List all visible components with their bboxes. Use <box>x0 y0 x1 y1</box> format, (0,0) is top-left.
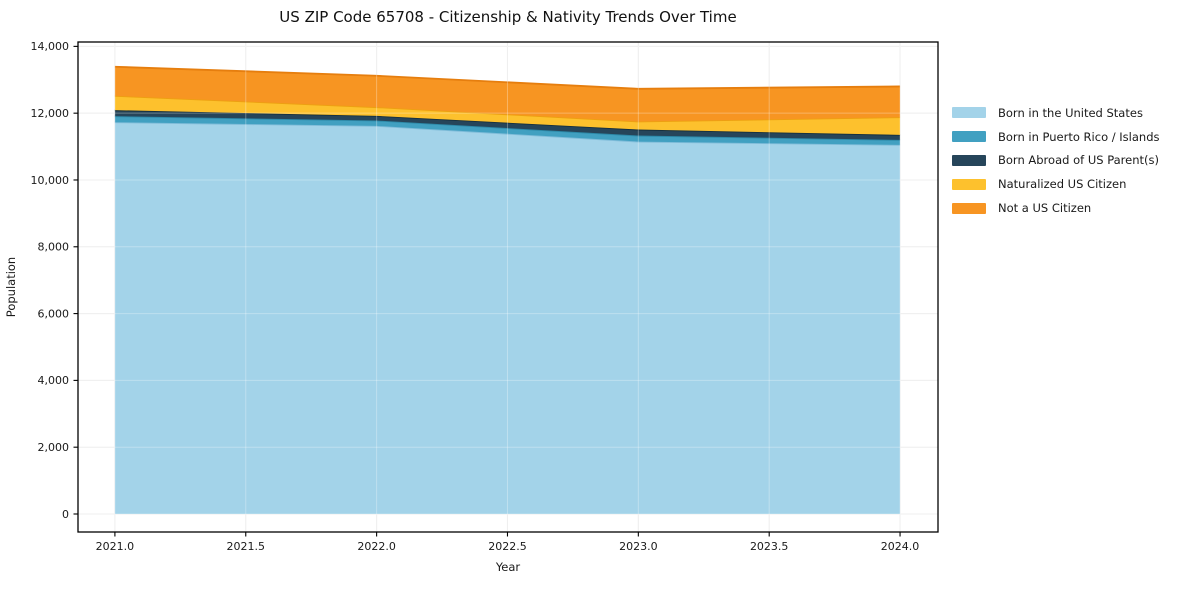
legend-label: Not a US Citizen <box>998 201 1092 216</box>
y-tick-label: 0 <box>62 508 69 521</box>
x-tick-label: 2023.0 <box>619 540 658 553</box>
stacked-areas <box>114 65 901 514</box>
area-born-abroad-of-us-parent-s <box>114 110 901 140</box>
x-tick-label: 2022.0 <box>357 540 396 553</box>
y-tick-label: 12,000 <box>31 107 70 120</box>
legend-item: Naturalized US Citizen <box>952 172 1160 196</box>
area-edge-not-a-us-citizen <box>114 65 901 90</box>
legend-swatch <box>952 202 986 214</box>
legend-label: Born Abroad of US Parent(s) <box>998 153 1159 168</box>
x-tick-label: 2024.0 <box>881 540 920 553</box>
x-tick-label: 2021.0 <box>96 540 135 553</box>
axis-ticks-and-labels: 2021.0 2021.5 2022.0 2022.5 2023.0 2023.5 2024… <box>31 40 920 553</box>
legend-item: Born in the United States <box>952 101 1160 125</box>
area-born-in-puerto-rico-islands <box>114 116 901 145</box>
legend-item: Not a US Citizen <box>952 196 1160 220</box>
area-not-a-us-citizen <box>114 66 901 122</box>
x-tick-label: 2021.5 <box>227 540 266 553</box>
legend-item: Born in Puerto Rico / Islands <box>952 125 1160 149</box>
area-born-in-the-united-states <box>114 122 901 514</box>
legend: Born in the United States Born in Puerto … <box>952 101 1160 220</box>
y-tick-label: 6,000 <box>38 307 70 320</box>
legend-swatch <box>952 131 986 143</box>
y-tick-label: 2,000 <box>38 441 70 454</box>
y-tick-label: 10,000 <box>31 174 70 187</box>
legend-label: Naturalized US Citizen <box>998 177 1127 192</box>
y-axis-label: Population <box>4 257 18 317</box>
legend-item: Born Abroad of US Parent(s) <box>952 149 1160 173</box>
legend-swatch <box>952 154 986 166</box>
x-tick-label: 2022.5 <box>488 540 527 553</box>
y-tick-label: 8,000 <box>38 241 70 254</box>
chart-title: US ZIP Code 65708 - Citizenship & Nativi… <box>279 8 737 26</box>
x-tick-label: 2023.5 <box>750 540 789 553</box>
legend-swatch <box>952 178 986 190</box>
legend-label: Born in the United States <box>998 105 1143 120</box>
x-axis-label: Year <box>495 560 521 574</box>
y-tick-label: 4,000 <box>38 374 70 387</box>
legend-label: Born in Puerto Rico / Islands <box>998 129 1160 144</box>
gridline-overlay <box>78 42 938 532</box>
area-naturalized-us-citizen <box>114 95 901 135</box>
legend-swatch <box>952 107 986 119</box>
y-tick-label: 14,000 <box>31 40 70 53</box>
